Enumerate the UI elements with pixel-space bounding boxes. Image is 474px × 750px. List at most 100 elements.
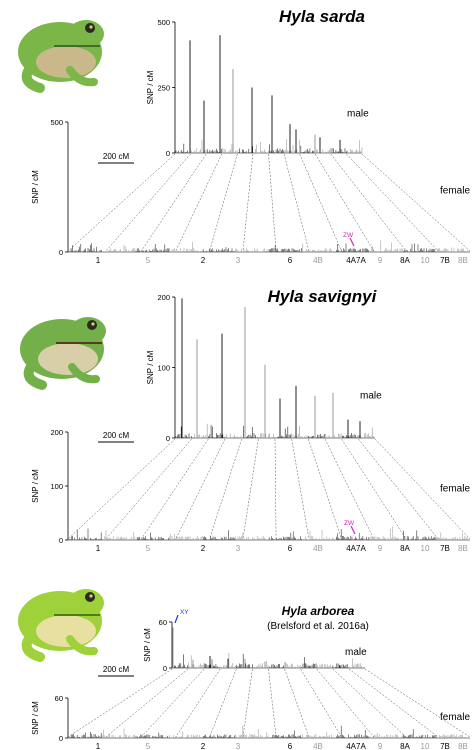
male-label: male: [347, 108, 369, 119]
chromosome-label: 1: [96, 742, 101, 750]
scale-bar-label: 200 cM: [103, 431, 130, 440]
map-connector-line: [374, 438, 471, 540]
map-connector-line: [209, 153, 238, 252]
map-connector-line: [316, 668, 375, 738]
frog-belly: [36, 615, 96, 647]
chromosome-label: 7B: [440, 256, 450, 265]
female-label: female: [440, 712, 470, 723]
map-connector-line: [105, 668, 189, 738]
chromosome-label: 4A7A: [346, 256, 366, 265]
female-label: female: [440, 483, 470, 494]
male-tick-label: 500: [157, 18, 170, 27]
female-y-label: SNP / cM: [31, 469, 40, 503]
panel-title: Hyla arborea: [282, 604, 355, 618]
chromosome-label: 3: [236, 544, 241, 553]
map-connector-line: [175, 668, 221, 738]
female-tick-label: 200: [50, 428, 63, 437]
map-connector-line: [268, 153, 277, 252]
chromosome-label: 4B: [313, 742, 323, 750]
sex-marker-arrow: [350, 525, 356, 535]
map-connector-line: [315, 153, 375, 252]
female-tick-label: 500: [50, 118, 63, 127]
map-connector-line: [348, 668, 439, 738]
map-connector-line: [308, 438, 342, 540]
map-connector-line: [67, 668, 173, 738]
panel-title: Hyla savignyi: [268, 287, 378, 306]
map-connector-line: [268, 668, 277, 738]
frog-belly: [38, 343, 98, 375]
chromosome-label: 2: [201, 742, 206, 750]
chromosome-label: 5: [146, 742, 151, 750]
chromosome-label: 8B: [458, 544, 468, 553]
sex-marker-label: ZW: [344, 520, 355, 527]
chromosome-label: 4B: [313, 256, 323, 265]
chromosome-label: 6: [288, 544, 293, 553]
sex-marker-label: XY: [180, 609, 189, 616]
male-tick-label: 200: [157, 293, 170, 302]
map-connector-line: [283, 153, 310, 252]
male-y-label: SNP / cM: [146, 70, 155, 104]
map-connector-line: [330, 153, 407, 252]
sex-marker-arrow: [174, 614, 179, 624]
female-y-label: SNP / cM: [31, 170, 40, 204]
panel-1: Hyla sarda 0 250 500 SNP / cM male 0 500 SNP / c…: [18, 7, 470, 265]
map-connector-line: [324, 438, 375, 540]
chromosome-label: 8A: [400, 256, 410, 265]
panel-3: Hyla arborea (Brelsford et al. 2016a) 0 60 S…: [18, 589, 470, 750]
chromosome-label: 8A: [400, 544, 410, 553]
map-connector-line: [346, 153, 439, 252]
map-connector-line: [242, 438, 259, 540]
male-tick-label: 0: [163, 664, 167, 673]
female-tick-label: 100: [50, 482, 63, 491]
map-connector-line: [105, 153, 191, 252]
male-y-label: SNP / cM: [146, 350, 155, 384]
chromosome-label: 8A: [400, 742, 410, 750]
panel-citation: (Brelsford et al. 2016a): [267, 621, 369, 632]
chromosome-label: 3: [236, 256, 241, 265]
male-tick-label: 250: [157, 84, 170, 93]
map-connector-line: [209, 438, 242, 540]
map-connector-line: [358, 438, 439, 540]
male-label: male: [345, 647, 367, 658]
map-connector-line: [67, 438, 176, 540]
map-connector-line: [284, 668, 310, 738]
frog-photo: [18, 589, 104, 662]
male-tick-label: 0: [166, 149, 170, 158]
frog-eye-highlight: [89, 25, 93, 29]
chromosome-label: 3: [236, 742, 241, 750]
sex-marker-arrow: [349, 237, 355, 247]
map-connector-line: [67, 153, 176, 252]
frog-hind-leg: [21, 632, 45, 662]
map-connector-line: [274, 438, 277, 540]
frog-photo: [18, 20, 104, 93]
frog-photo: [20, 317, 106, 390]
chromosome-label: 4B: [313, 544, 323, 553]
frog-front-leg: [66, 66, 98, 87]
chromosome-label: 6: [288, 256, 293, 265]
sex-marker-label: ZW: [343, 232, 354, 239]
chromosome-label: 8B: [458, 256, 468, 265]
frog-hind-leg: [21, 63, 45, 93]
frog-head: [70, 317, 106, 345]
male-label: male: [360, 391, 382, 402]
female-tick-label: 0: [59, 536, 63, 545]
frog-head: [68, 589, 104, 617]
chromosome-label: 5: [146, 256, 151, 265]
map-connector-line: [209, 668, 237, 738]
frog-hind-leg: [23, 360, 47, 390]
male-tick-label: 60: [159, 618, 167, 627]
map-connector-line: [175, 153, 222, 252]
frog-front-leg: [68, 363, 100, 384]
female-tick-label: 60: [55, 694, 63, 703]
female-tick-label: 0: [59, 248, 63, 257]
panel-title: Hyla sarda: [279, 7, 365, 26]
chromosome-label: 5: [146, 544, 151, 553]
chromosome-label: 4A7A: [346, 742, 366, 750]
female-label: female: [440, 186, 470, 197]
map-connector-line: [299, 153, 342, 252]
female-y-label: SNP / cM: [31, 701, 40, 735]
chromosome-label: 8B: [458, 742, 468, 750]
frog-eye-highlight: [91, 322, 95, 326]
map-connector-line: [105, 438, 192, 540]
